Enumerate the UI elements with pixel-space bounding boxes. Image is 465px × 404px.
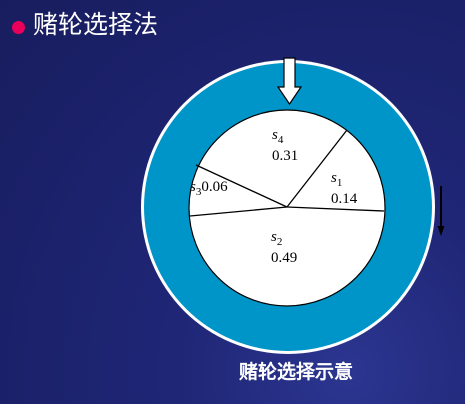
sector-value-s2: 0.49	[271, 250, 297, 266]
wheel-disk	[188, 109, 386, 307]
sector-symbol-s3: s	[190, 179, 196, 195]
diagram-caption: 赌轮选择示意	[239, 361, 354, 383]
slide-title: 赌轮选择法	[33, 10, 159, 39]
sector-label-s2: s2	[271, 229, 282, 248]
sector-label-s3: s30.06	[190, 179, 228, 198]
sector-subscript-s1: 1	[337, 177, 343, 189]
rotation-arrow-icon	[437, 186, 445, 236]
sector-label-s1: s1	[331, 170, 342, 189]
sector-symbol-s1: s	[331, 170, 337, 186]
sector-subscript-s2: 2	[277, 236, 283, 248]
sector-label-s4: s4	[272, 127, 284, 146]
sector-subscript-s3: 3	[196, 186, 202, 198]
divider-s4-s1	[286, 129, 348, 208]
sector-value-s3: 0.06	[201, 179, 228, 195]
sector-symbol-s2: s	[271, 229, 277, 245]
sector-value-s1: 0.14	[331, 191, 358, 207]
divider-s3-s4	[195, 164, 288, 208]
sector-symbol-s4: s	[272, 127, 278, 143]
divider-s2-s3	[189, 206, 288, 217]
bullet-dot	[12, 21, 25, 34]
sector-subscript-s4: 4	[278, 134, 284, 146]
sector-value-s4: 0.31	[272, 148, 298, 164]
divider-s1-s2	[286, 206, 385, 212]
down-arrow-icon	[276, 57, 303, 106]
